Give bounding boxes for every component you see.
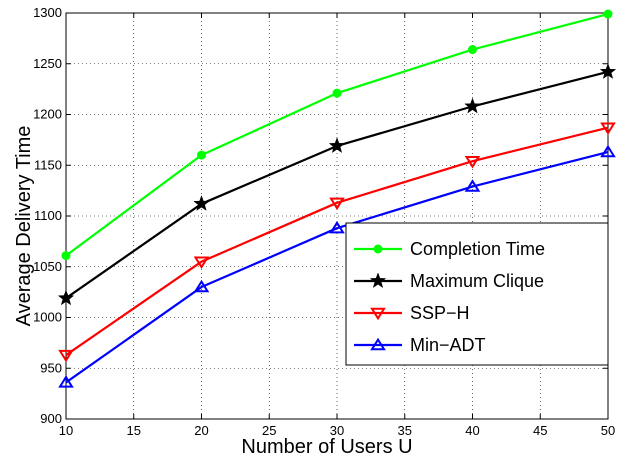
data-point — [603, 9, 613, 19]
x-axis-title: Number of Users U — [241, 436, 412, 458]
data-point — [193, 195, 210, 211]
x-tick-label: 15 — [127, 423, 141, 438]
series-line — [65, 126, 609, 356]
y-tick-label: 1050 — [33, 259, 62, 274]
data-point — [193, 279, 210, 293]
series-line — [65, 12, 609, 257]
axis-ticks: 10 15 20 25 30 35 40 45 50 900 950 1000 1050 1100 1150… — [33, 5, 615, 438]
data-point — [193, 256, 210, 269]
y-tick-label: 1100 — [34, 208, 62, 223]
data-point — [328, 137, 346, 154]
legend: Completion Time Maximum Clique SSP−H Min−AD… — [345, 222, 609, 366]
x-tick-label: 35 — [398, 423, 412, 438]
x-tick-label: 30 — [330, 423, 344, 438]
legend-swatch-marker — [370, 337, 386, 351]
y-tick-label: 950 — [40, 360, 62, 375]
legend-swatch-marker — [370, 307, 386, 321]
legend-label: Maximum Clique — [410, 271, 544, 291]
data-point — [329, 220, 345, 234]
data-point — [61, 251, 71, 261]
data-point — [464, 97, 481, 114]
series-group — [57, 9, 617, 388]
x-tick-label: 20 — [194, 423, 208, 438]
series-line — [65, 150, 609, 384]
y-tick-label: 1300 — [33, 5, 62, 20]
data-point — [464, 179, 481, 192]
data-point — [600, 122, 616, 135]
x-tick-label: 45 — [533, 423, 547, 438]
legend-swatch-marker — [373, 244, 383, 254]
x-tick-label: 50 — [601, 423, 615, 438]
legend-swatch-marker — [369, 272, 387, 289]
data-point — [57, 289, 75, 306]
y-tick-label: 1250 — [33, 56, 62, 71]
x-tick-label: 25 — [262, 423, 276, 438]
y-tick-label: 1200 — [33, 107, 62, 122]
data-point — [58, 375, 74, 388]
data-point — [464, 155, 481, 169]
y-tick-label: 1150 — [34, 157, 62, 172]
legend-box — [345, 222, 609, 366]
data-point — [599, 63, 617, 79]
series-3 — [58, 144, 616, 388]
x-tick-label: 40 — [465, 423, 479, 438]
data-point — [58, 349, 74, 363]
data-point — [468, 45, 477, 55]
series-0 — [61, 9, 613, 261]
data-point — [329, 197, 345, 211]
legend-label: Min−ADT — [410, 335, 486, 355]
y-tick-label: 1000 — [33, 310, 62, 325]
data-point — [332, 88, 342, 98]
series-1 — [57, 63, 617, 306]
y-tick-label: 900 — [40, 411, 62, 426]
data-point — [600, 144, 616, 158]
data-point — [197, 150, 206, 160]
series-2 — [58, 122, 616, 363]
legend-label: SSP−H — [410, 303, 470, 323]
y-axis-title: Average Delivery Time — [13, 126, 35, 327]
x-tick-label: 10 — [59, 423, 73, 438]
legend-label: Completion Time — [410, 239, 545, 259]
